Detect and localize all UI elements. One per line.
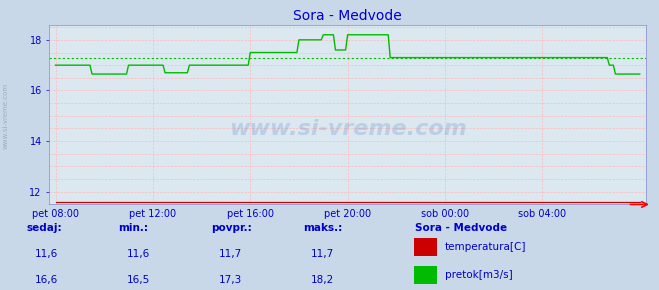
Text: www.si-vreme.com: www.si-vreme.com — [229, 119, 467, 139]
Text: sedaj:: sedaj: — [26, 223, 62, 233]
Text: povpr.:: povpr.: — [211, 223, 252, 233]
Text: min.:: min.: — [119, 223, 149, 233]
Text: 16,6: 16,6 — [34, 276, 58, 285]
Text: 18,2: 18,2 — [311, 276, 335, 285]
Text: 11,6: 11,6 — [127, 249, 150, 259]
Text: www.si-vreme.com: www.si-vreme.com — [2, 83, 9, 149]
Text: 11,7: 11,7 — [219, 249, 243, 259]
Bar — [414, 238, 437, 256]
Bar — [414, 266, 437, 284]
Text: pretok[m3/s]: pretok[m3/s] — [445, 270, 513, 280]
Text: maks.:: maks.: — [303, 223, 343, 233]
Text: 16,5: 16,5 — [127, 276, 150, 285]
Title: Sora - Medvode: Sora - Medvode — [293, 10, 402, 23]
Text: temperatura[C]: temperatura[C] — [445, 242, 527, 252]
Text: 11,7: 11,7 — [311, 249, 335, 259]
Text: 11,6: 11,6 — [34, 249, 58, 259]
Text: 17,3: 17,3 — [219, 276, 243, 285]
Text: Sora - Medvode: Sora - Medvode — [415, 223, 507, 233]
